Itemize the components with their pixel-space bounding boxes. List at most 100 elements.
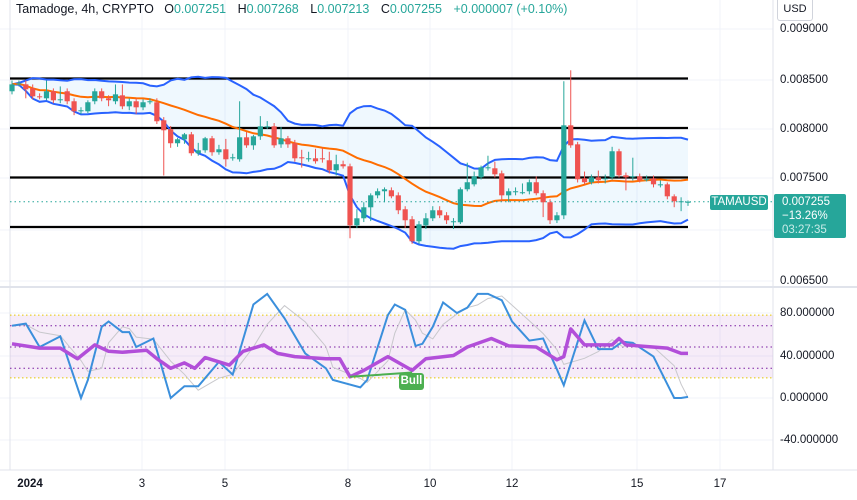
candle-body [374,191,381,196]
candle-body [333,164,339,171]
candle-body [64,91,70,102]
bollinger-upper-line [11,75,689,170]
candle-body [499,173,505,196]
candle-body [526,182,532,192]
candle-body [140,102,146,108]
candle-body [209,138,215,153]
indicator-tick: 40.000000 [780,350,835,362]
candle-body [257,126,263,137]
candle-body [195,150,201,154]
candle-body [292,143,298,159]
symbol-price-label: TAMAUSD [710,195,768,210]
candle-body [588,177,595,183]
candle-body [347,166,353,226]
candle-body [340,164,346,167]
price-tick: 0.008500 [780,74,828,86]
candle-body [402,209,408,221]
candle-body [9,84,15,92]
candle-body [112,94,119,102]
candle-body [416,224,422,242]
price-tick: 0.006500 [780,275,828,287]
candle-body [547,202,553,221]
candle-body [409,219,415,242]
stoch-k-line [11,292,689,401]
candle-body [630,176,636,178]
candle-body [57,99,63,101]
candle-body [485,167,491,169]
candle-body [430,210,436,219]
close-key: C [380,2,390,16]
candle-body [285,138,291,145]
candle-body [119,95,125,107]
low-value: 0.007213 [317,2,370,16]
candle-body [540,193,546,203]
candle-body [671,196,677,202]
bull-divergence-label: Bull [399,373,424,390]
time-tick: 17 [713,478,727,490]
time-tick: 12 [505,478,519,490]
indicator-tick: 0.000000 [780,392,828,404]
candle-body [443,215,450,221]
candle-body [99,91,105,99]
candle-body [168,129,174,144]
candle-body [43,91,50,99]
candle-body [561,125,567,216]
candle-body [250,136,257,146]
time-tick: 2024 [17,478,43,490]
symbol-title[interactable]: Tamadoge, 4h, CRYPTO [16,2,154,16]
candle-body [78,110,84,112]
candle-body [181,134,188,140]
candle-body [16,83,22,85]
bollinger-fill [12,76,688,249]
high-value: 0.007268 [246,2,299,16]
candle-body [23,84,29,90]
candle-body [506,191,512,196]
candle-body [92,91,98,102]
candle-body [202,138,208,151]
candle-body [637,176,643,181]
indicator-tick: -40.000000 [780,434,839,446]
candle-body [554,215,560,221]
time-tick: 8 [344,478,352,490]
last-price: 0.007255 [782,196,830,208]
candle-body [623,175,629,178]
stoch-d-line [11,295,689,398]
candle-body [30,88,36,97]
candle-body [354,218,360,226]
candle-body [188,134,194,154]
candle-body [312,158,319,162]
candle-body [361,207,367,219]
candle-body [161,120,167,131]
time-tick: 3 [138,478,146,490]
candle-body [450,221,457,223]
candle-body [609,151,615,178]
candle-body [492,168,498,175]
candle-body [237,137,243,160]
candle-body [650,178,657,185]
price-tick: 0.008000 [780,123,828,135]
currency-button[interactable]: USD [777,0,813,21]
candle-body [685,201,691,203]
time-tick: 15 [630,478,644,490]
time-tick: 5 [221,478,229,490]
candle-body [512,191,519,193]
candle-body [602,178,608,180]
candle-body [174,139,181,144]
candle-body [230,157,236,159]
candle-body [423,218,429,226]
candle-body [71,101,77,112]
candle-body [216,149,222,153]
candle-body [326,160,332,171]
candle-body [133,101,139,108]
candle-body [478,167,484,178]
candle-body [278,138,284,145]
candle-body [264,126,270,128]
candle-body [85,102,91,112]
candle-body [533,182,539,194]
candle-body [575,144,581,180]
candle-body [126,101,132,107]
candle-body [299,157,305,159]
close-value: 0.007255 [389,2,442,16]
candle-body [271,126,277,146]
